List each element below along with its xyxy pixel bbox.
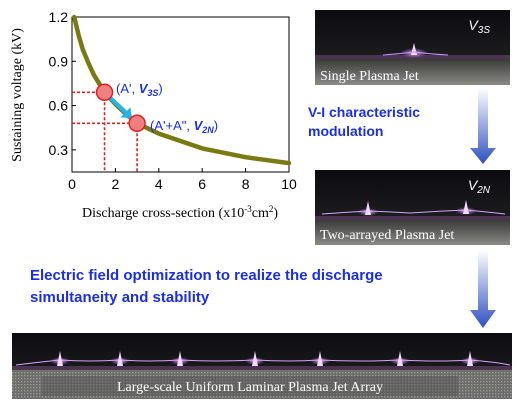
point-v3s <box>95 83 114 102</box>
field-optimization-line-1: Electric field optimization to realize t… <box>30 267 383 284</box>
photo-table-edge <box>12 366 512 370</box>
vi-modulation-line-2: modulation <box>308 123 383 139</box>
x-tick-label: 0 <box>68 176 76 192</box>
photo-floor <box>315 220 510 245</box>
plasma-jet <box>177 351 183 366</box>
label-large-scale-array: Large-scale Uniform Laminar Plasma Jet A… <box>117 380 383 395</box>
voltage-chart: 0.3 0.6 0.9 1.2 0 2 4 6 8 10 Discharge cross-sec… <box>10 9 297 221</box>
photo-two-arrayed-plasma-jet: V2N Two-arrayed Plasma Jet <box>315 170 510 245</box>
voltage-tag-2n: V2N <box>468 177 491 196</box>
x-tick-label: 10 <box>281 176 297 192</box>
photo-table-edge <box>315 216 510 220</box>
plasma-jet <box>397 351 403 366</box>
x-axis-ticks: 0 2 4 6 8 10 <box>68 168 297 192</box>
y-tick-label: 0.9 <box>49 53 69 69</box>
point-label-v3s: (A', V3S) <box>116 81 163 98</box>
point-label-v2n: (A'+A", V2N) <box>150 118 218 135</box>
x-axis-label: Discharge cross-section (x10-3cm2) <box>82 204 278 221</box>
label-backdrop <box>42 376 458 396</box>
plasma-jet <box>252 351 258 366</box>
operating-points <box>95 83 146 133</box>
arrow-head <box>120 107 133 119</box>
down-arrow-2 <box>470 250 496 328</box>
plasma-jet <box>317 351 323 366</box>
arrow-shaft <box>107 94 127 114</box>
y-tick-label: 0.3 <box>49 142 69 158</box>
plasma-jet <box>467 351 473 366</box>
plasma-jet-array <box>15 351 511 366</box>
photo-single-plasma-jet: V3S Single Plasma Jet <box>315 10 510 85</box>
plasma-jet <box>365 201 371 215</box>
field-optimization-line-2: simultaneity and stability <box>30 289 210 306</box>
x-tick-label: 2 <box>112 176 120 192</box>
vi-modulation-line-1: V-I characteristic <box>308 104 420 120</box>
y-tick-label: 1.2 <box>49 9 69 25</box>
label-single-plasma-jet: Single Plasma Jet <box>320 69 419 84</box>
plasma-spread <box>382 51 449 56</box>
photo-floor <box>315 59 510 85</box>
transition-arrow <box>107 94 133 119</box>
voltage-tag-3s: V3S <box>468 17 490 36</box>
x-tick-label: 8 <box>242 176 250 192</box>
point-v2n <box>128 114 146 133</box>
y-axis-label: Sustaining voltage (kV) <box>10 28 25 162</box>
plasma-jet <box>117 351 123 366</box>
label-two-arrayed-plasma-jet: Two-arrayed Plasma Jet <box>320 228 454 243</box>
plasma-jet <box>463 200 469 214</box>
down-arrow-1 <box>470 88 496 164</box>
x-tick-label: 4 <box>155 176 163 192</box>
x-tick-label: 6 <box>198 176 206 192</box>
y-tick-label: 0.6 <box>49 98 69 114</box>
plasma-spread <box>321 209 506 215</box>
plasma-jet <box>57 351 63 366</box>
photo-large-scale-array: Large-scale Uniform Laminar Plasma Jet A… <box>12 333 512 399</box>
